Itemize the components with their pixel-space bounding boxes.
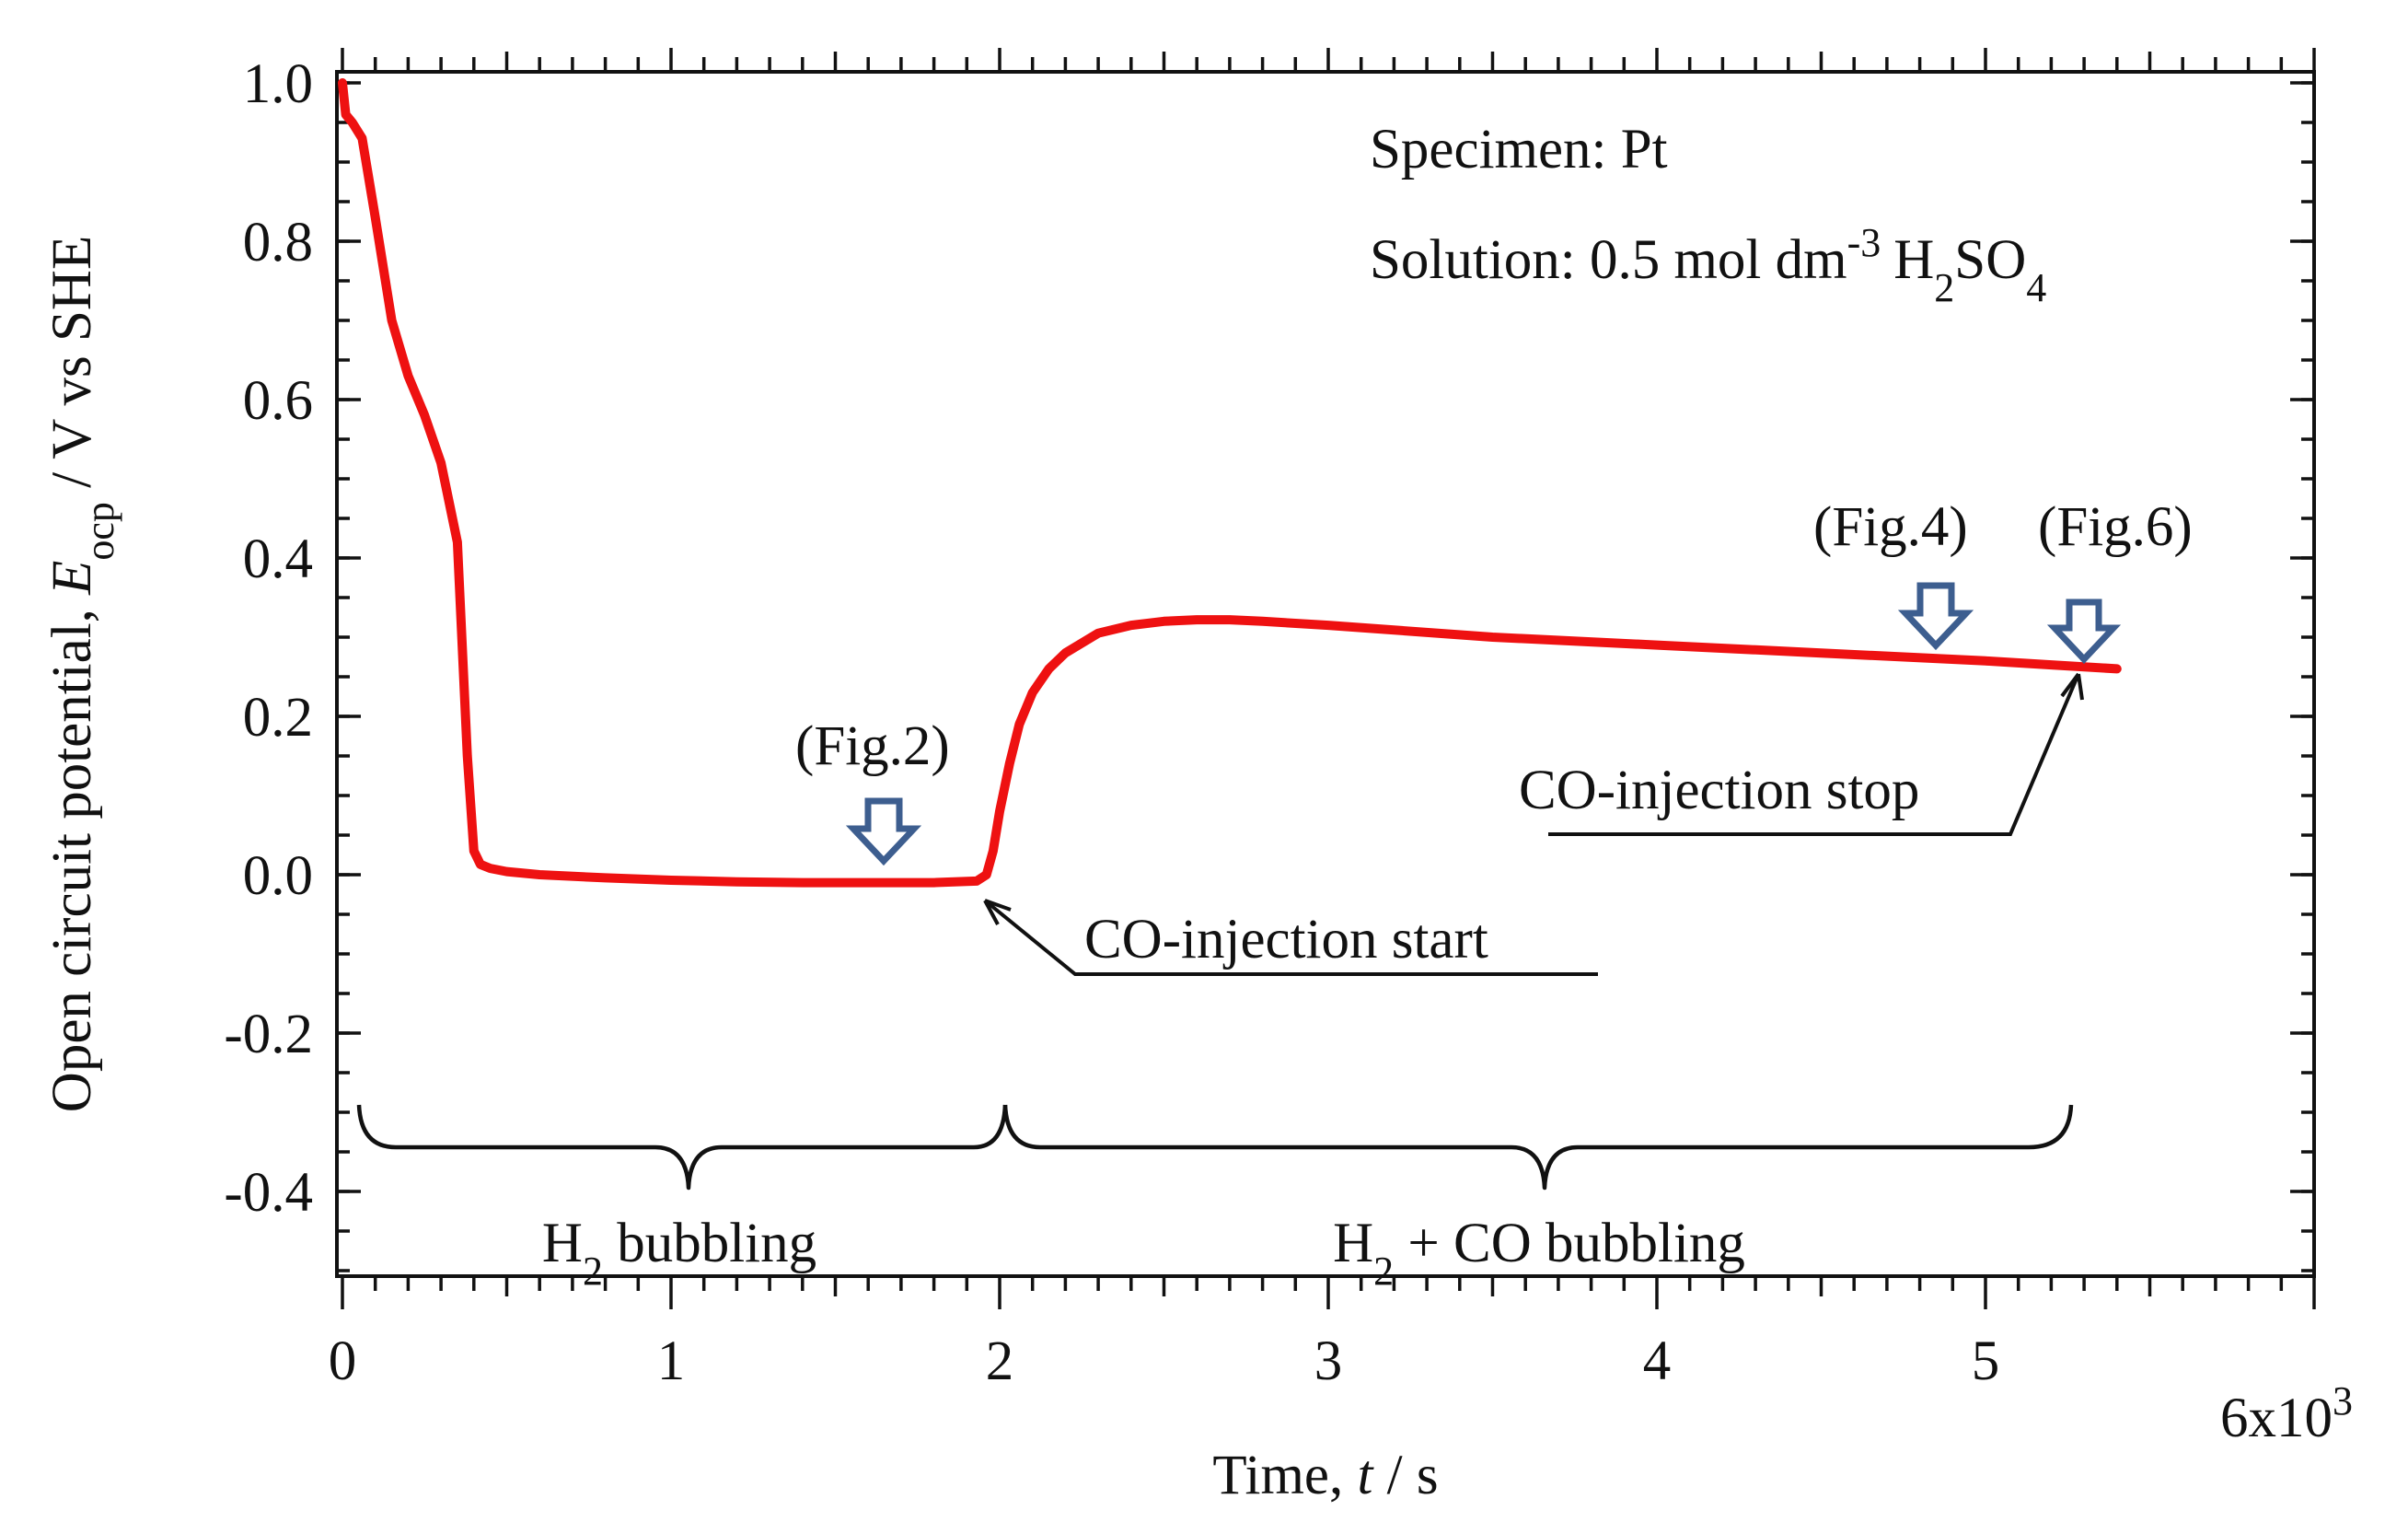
- fig6-label: (Fig.6): [2038, 496, 2193, 558]
- y-tick-label: -0.2: [224, 1004, 313, 1065]
- y-tick-label: 0.0: [243, 845, 313, 907]
- co-injection-stop-label: CO-injection stop: [1519, 760, 1919, 821]
- x-axis-multiplier: 6x103: [2220, 1378, 2353, 1450]
- plot-frame: [335, 70, 2316, 1278]
- x-tick-label: 3: [1314, 1330, 1343, 1392]
- specimen-label: Specimen: Pt: [1370, 119, 1668, 180]
- x-tick-label: 5: [1972, 1330, 2000, 1392]
- y-tick-label: 0.6: [243, 370, 313, 432]
- co-injection-stop-arrowhead-icon: [2060, 672, 2084, 701]
- x-tick-label: 4: [1643, 1330, 1672, 1392]
- h2-co-bubbling-label: H2 + CO bubbling: [1333, 1213, 1745, 1294]
- co-injection-stop-pointer: [1548, 673, 2080, 836]
- co-injection-start-label: CO-injection start: [1084, 909, 1488, 970]
- axis-ticks: [337, 48, 2316, 1309]
- y-tick-label: 0.4: [243, 529, 313, 590]
- fig2-label: (Fig.2): [795, 715, 950, 777]
- co-injection-start-pointer: [983, 899, 1598, 976]
- fig4-label: (Fig.4): [1813, 496, 1968, 558]
- h2-bubbling-label: H2 bubbling: [542, 1213, 816, 1294]
- y-tick-label: -0.4: [224, 1162, 313, 1224]
- x-tick-label: 1: [657, 1330, 686, 1392]
- x-tick-label: 2: [986, 1330, 1014, 1392]
- series-line-ocp: [338, 78, 2122, 888]
- axis-tick-labels: -0.4 -0.2 0.0 0.2 0.4 0.6 0.8 1.0 0 1 2 3 4 5: [224, 53, 1999, 1392]
- h2-co-bubbling-brace: [1002, 1104, 2074, 1191]
- x-tick-label: 0: [329, 1330, 357, 1392]
- fig6-down-arrow-icon: [2046, 598, 2122, 665]
- x-axis-title: Time, t / s: [1212, 1445, 1438, 1506]
- fig2-down-arrow-icon: [845, 797, 922, 866]
- y-tick-label: 0.2: [243, 687, 313, 749]
- y-axis-title: Open circuit potential, Eocp / V vs SHE: [41, 236, 122, 1112]
- y-tick-label: 1.0: [243, 53, 313, 115]
- co-injection-start-arrowhead-icon: [983, 899, 1012, 925]
- fig4-down-arrow-icon: [1897, 582, 1974, 651]
- solution-label: Solution: 0.5 mol dm-3 H2SO4: [1370, 220, 2046, 310]
- h2-bubbling-brace: [356, 1104, 1008, 1191]
- y-tick-label: 0.8: [243, 212, 313, 273]
